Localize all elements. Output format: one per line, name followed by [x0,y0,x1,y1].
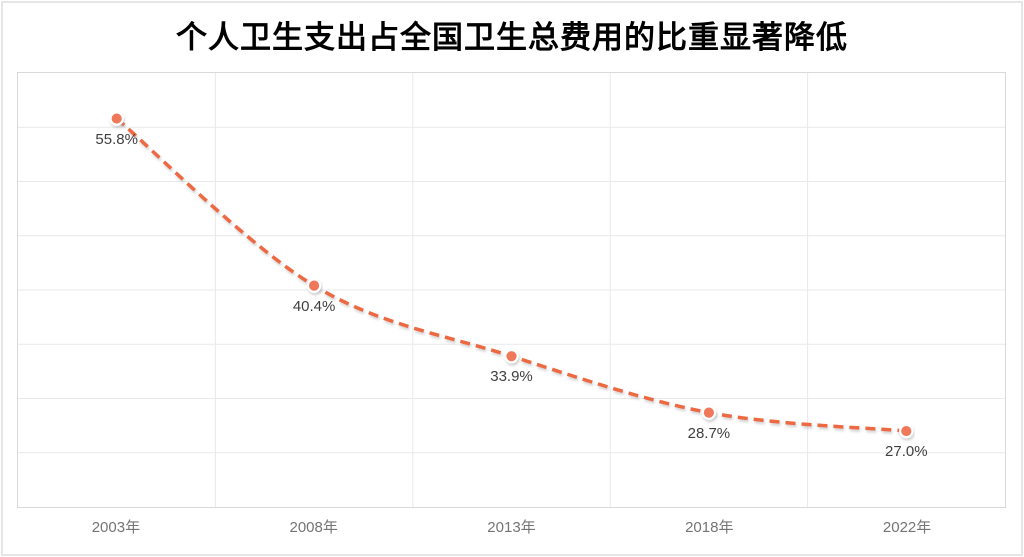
data-point-marker [701,405,717,420]
x-axis: 2003年 2008年 2013年 2018年 2022年 [17,508,1006,548]
x-axis-tick-label: 2013年 [487,519,536,536]
series-line [115,117,907,433]
plot-area: 55.8% 40.4% 33.9% 28.7% 27.0% [17,72,1006,508]
line-chart-svg [18,73,1005,507]
data-point-marker [109,111,124,126]
data-point-marker [306,278,322,293]
chart-title: 个人卫生支出占全国卫生总费用的比重显著降低 [176,20,848,55]
data-point-marker [504,348,519,364]
x-axis-tick-label: 2018年 [685,519,734,536]
x-axis-tick-label: 2003年 [91,519,141,536]
x-axis-tick-label: 2008年 [289,519,338,536]
x-axis-tick-label: 2022年 [882,519,932,536]
data-point-marker [898,423,914,439]
